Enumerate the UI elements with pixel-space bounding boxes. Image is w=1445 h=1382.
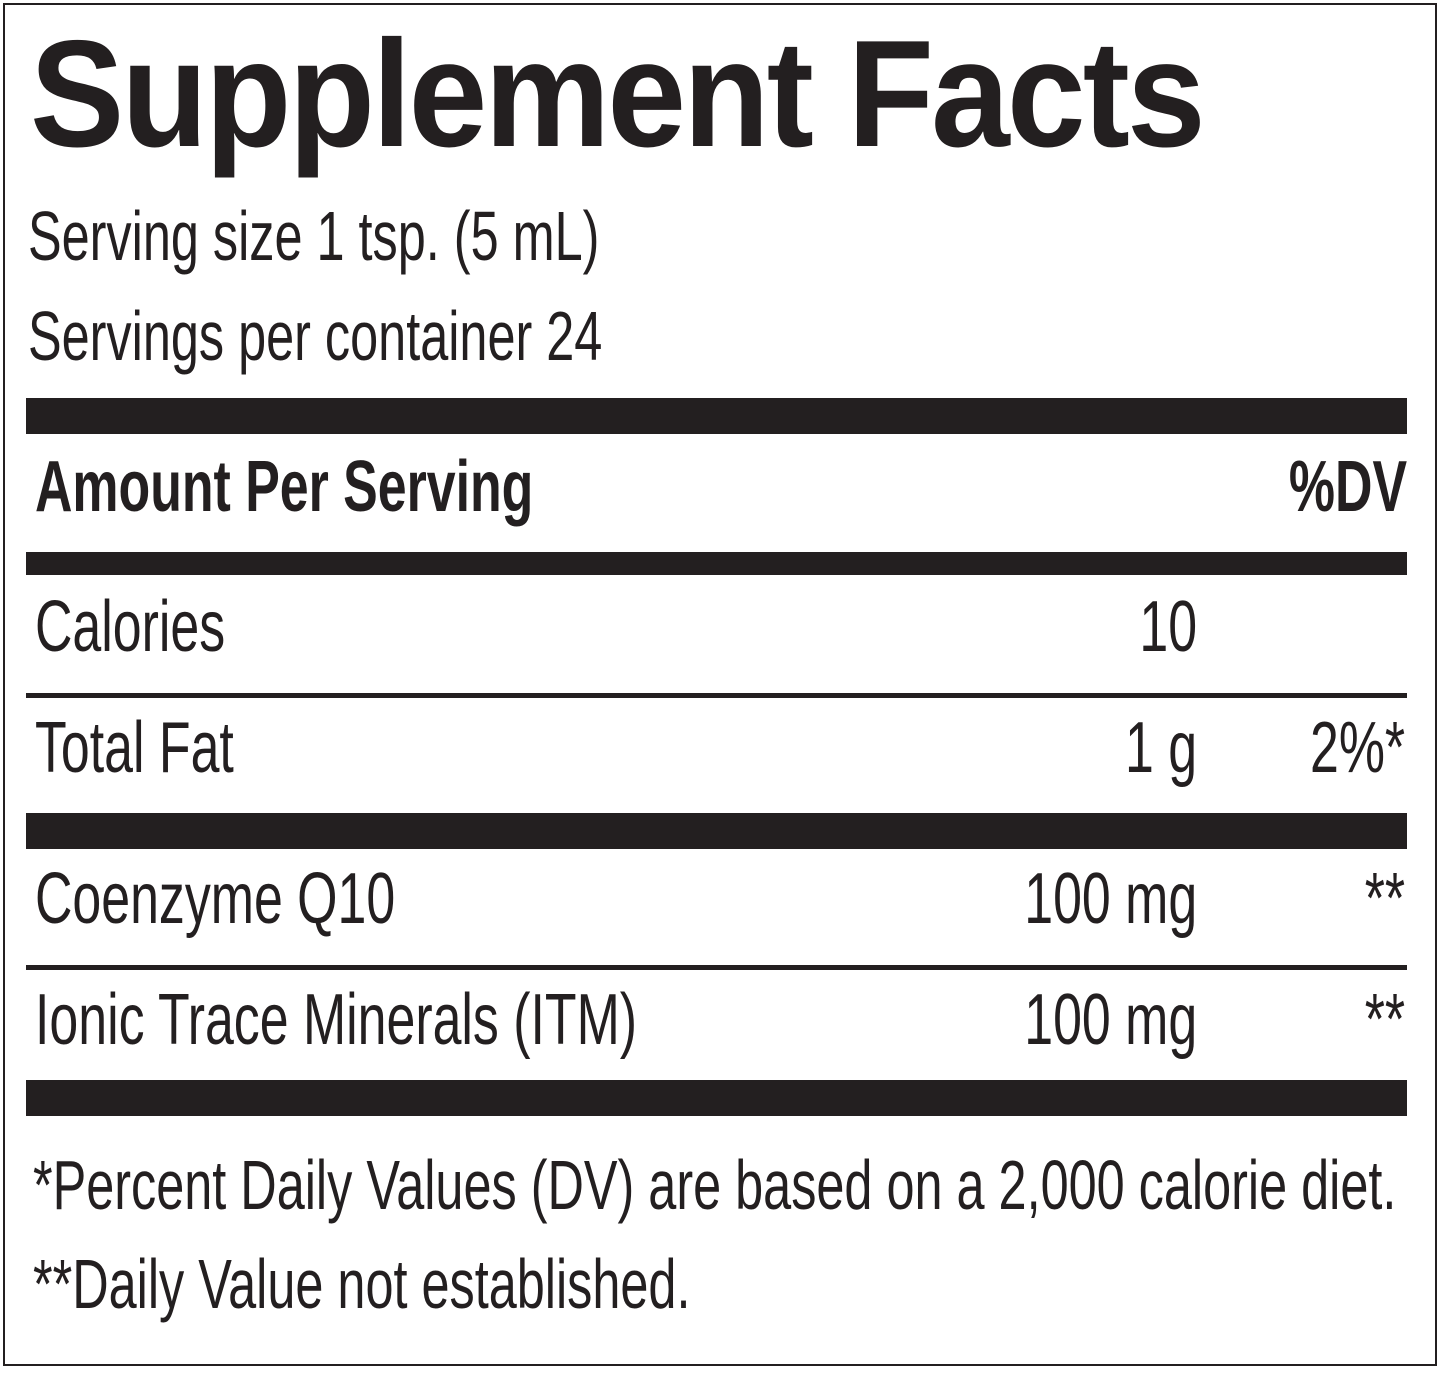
thick-rule-bottom	[26, 1080, 1407, 1116]
servings-per-container: Servings per container 24	[28, 297, 603, 375]
footnote-dv-not-established: **Daily Value not established.	[33, 1245, 691, 1323]
nutrient-amount: 10	[1139, 587, 1197, 667]
serving-size: Serving size 1 tsp. (5 mL)	[28, 197, 600, 275]
label-title: Supplement Facts	[30, 9, 1206, 179]
thick-rule-middle	[26, 813, 1407, 849]
nutrient-dv: **	[1364, 859, 1405, 939]
nutrient-name: Total Fat	[35, 708, 234, 788]
nutrient-name: Ionic Trace Minerals (ITM)	[35, 980, 638, 1060]
supplement-facts-panel	[3, 3, 1437, 1366]
nutrient-amount: 100 mg	[1024, 859, 1197, 939]
nutrient-dv: **	[1364, 980, 1405, 1060]
nutrient-amount: 100 mg	[1024, 980, 1197, 1060]
dv-header: %DV	[1288, 447, 1407, 527]
nutrient-name: Coenzyme Q10	[35, 859, 396, 939]
nutrient-name: Calories	[35, 587, 226, 667]
nutrient-dv: 2%*	[1309, 708, 1405, 788]
amount-per-serving-header: Amount Per Serving	[35, 447, 534, 527]
medium-rule-header	[26, 552, 1407, 575]
footnote-percent-dv: *Percent Daily Values (DV) are based on …	[33, 1146, 1397, 1224]
thin-rule	[26, 965, 1407, 970]
nutrient-amount: 1 g	[1124, 708, 1197, 788]
thin-rule	[26, 693, 1407, 698]
thick-rule-top	[26, 398, 1407, 434]
